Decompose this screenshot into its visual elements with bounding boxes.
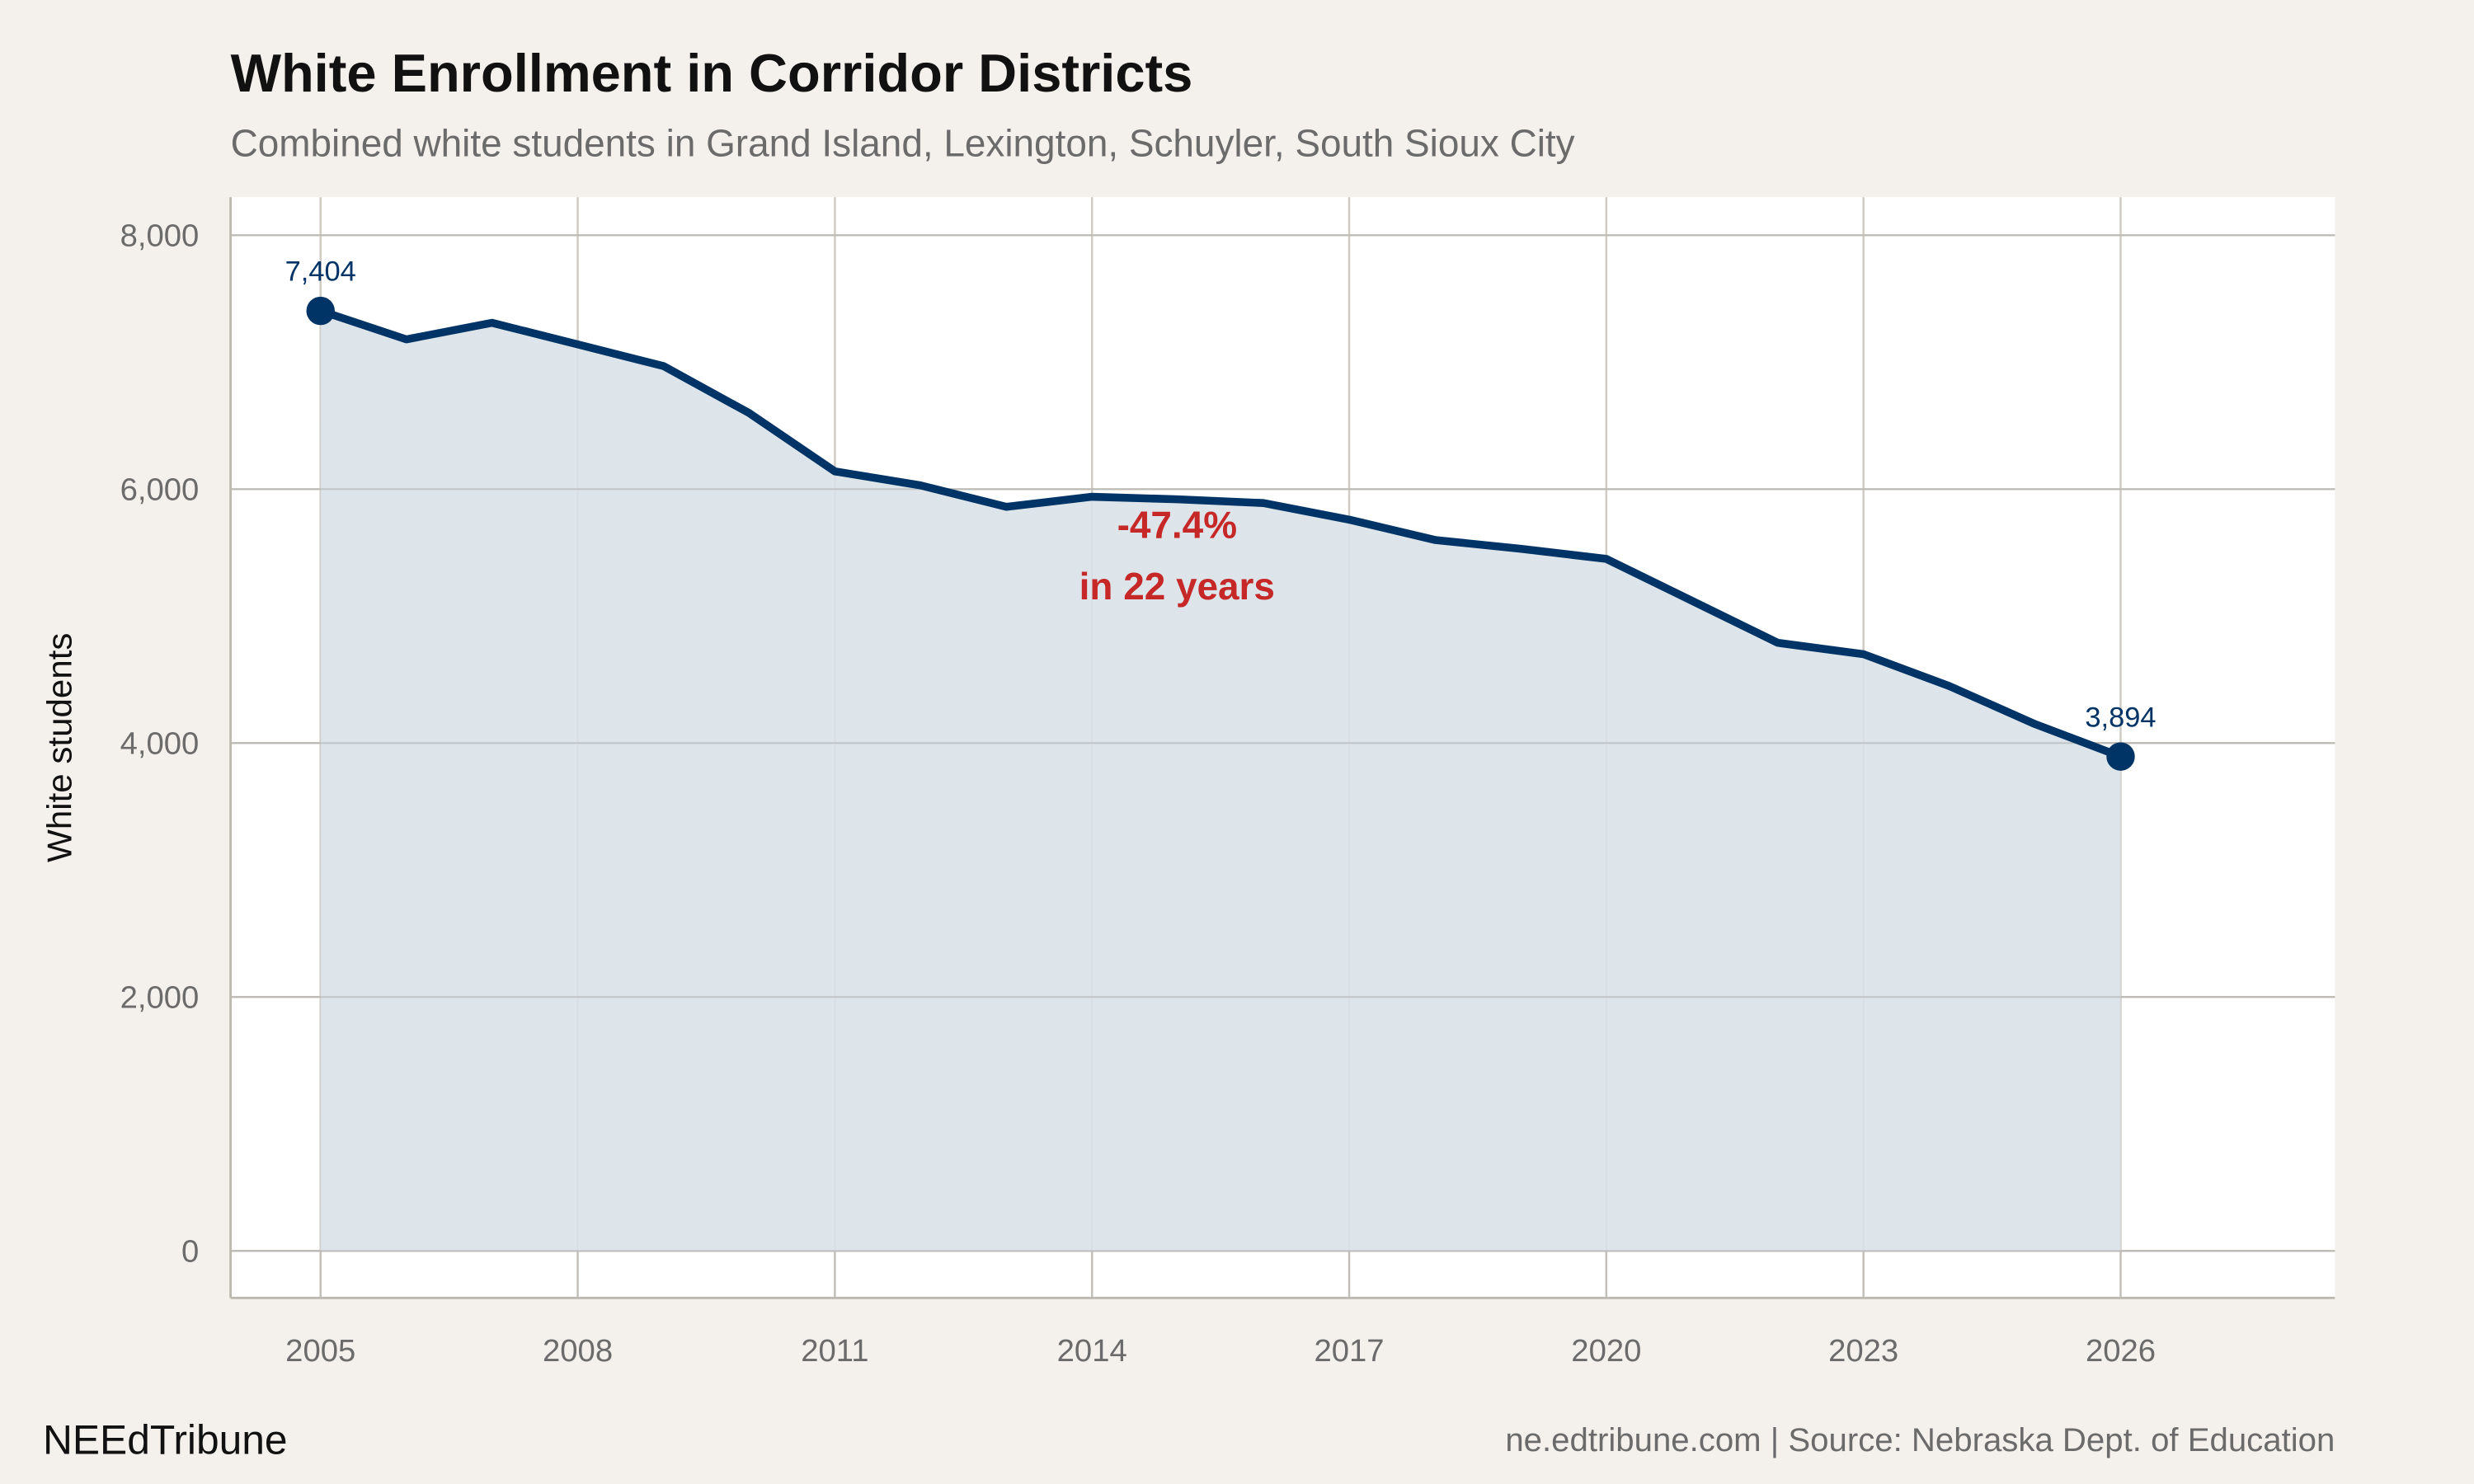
- y-tick-label: 4,000: [120, 726, 200, 762]
- x-tick-label: 2011: [801, 1333, 868, 1369]
- x-tick-label: 2017: [1314, 1333, 1384, 1369]
- data-point: [2106, 742, 2135, 771]
- annotation-percent: -47.4%: [1117, 503, 1237, 546]
- data-label: 3,894: [2085, 702, 2156, 733]
- series-line: [319, 307, 2123, 761]
- chart-subtitle: Combined white students in Grand Island,…: [231, 121, 1575, 164]
- axis-ticks: 0 2,000 4,000 6,000 8,000 2005 2008 2011 2014 201…: [120, 218, 2156, 1369]
- footer-caption: ne.edtribune.com | Source: Nebraska Dept…: [1505, 1421, 2335, 1458]
- y-tick-label: 6,000: [120, 472, 200, 508]
- endpoint-markers: 7,404 3,894: [285, 256, 2157, 771]
- annotation-years: in 22 years: [1079, 565, 1275, 608]
- x-tick-label: 2020: [1571, 1333, 1641, 1369]
- data-label: 7,404: [285, 256, 356, 288]
- area-fill: [320, 311, 2121, 1252]
- x-tick-label: 2014: [1057, 1333, 1127, 1369]
- y-axis-label: White students: [40, 633, 78, 862]
- x-tick-label: 2008: [543, 1333, 613, 1369]
- x-tick-label: 2026: [2086, 1333, 2156, 1369]
- gridlines-over-area: [230, 234, 2335, 1298]
- footer-brand: NEEdTribune: [43, 1417, 288, 1463]
- y-tick-label: 0: [181, 1234, 199, 1270]
- chart-title: White Enrollment in Corridor Districts: [231, 43, 1193, 103]
- y-tick-label: 2,000: [120, 980, 200, 1016]
- x-tick-label: 2023: [1828, 1333, 1898, 1369]
- x-tick-label: 2005: [285, 1333, 355, 1369]
- y-tick-label: 8,000: [120, 218, 200, 254]
- data-point: [306, 296, 335, 326]
